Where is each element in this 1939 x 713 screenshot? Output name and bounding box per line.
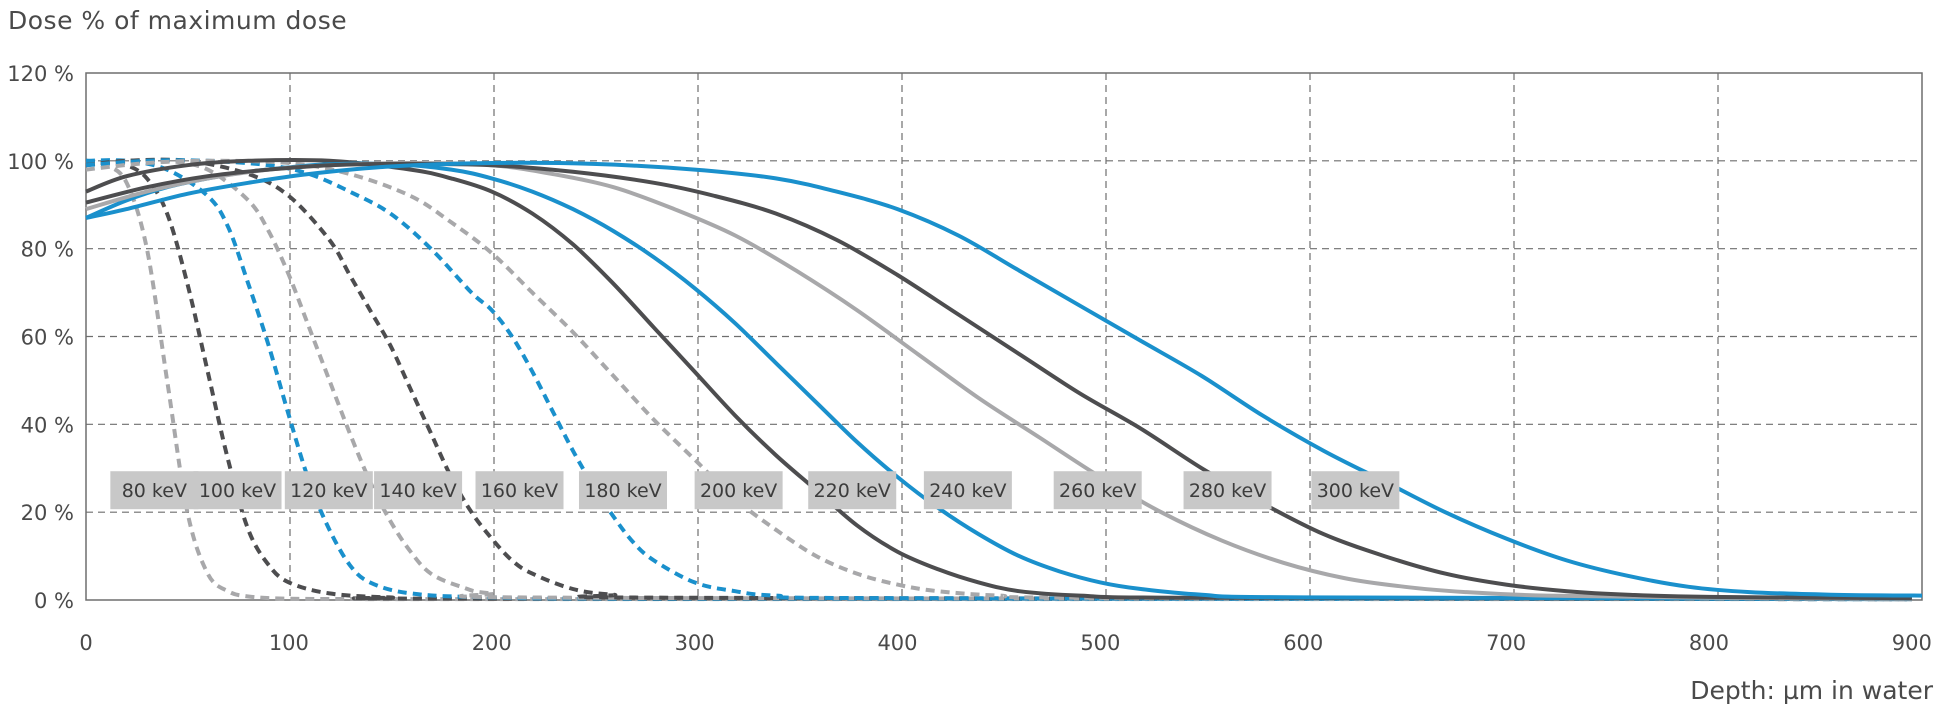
series-line-300-kev [85, 160, 1923, 598]
energy-label-80-kev: 80 keV [110, 471, 199, 510]
series-lines [85, 157, 1923, 602]
energy-label-240-kev: 240 keV [923, 471, 1012, 510]
x-tick-label: 100 [269, 631, 309, 655]
x-tick-label: 600 [1283, 631, 1323, 655]
x-tick-label: 400 [877, 631, 917, 655]
energy-label-text: 300 keV [1317, 480, 1394, 502]
x-tick-label: 200 [472, 631, 512, 655]
x-tick-label: 300 [675, 631, 715, 655]
x-tick-label: 0 [79, 631, 92, 655]
energy-label-text: 240 keV [929, 480, 1006, 502]
series-line-200-kev [85, 158, 1912, 602]
series-line-140-kev [85, 158, 1912, 602]
series-line-80-kev [85, 158, 1912, 602]
energy-label-100-kev: 100 keV [193, 471, 282, 510]
series-line-240-kev [85, 161, 1912, 601]
energy-label-text: 140 keV [379, 480, 456, 502]
energy-label-box [1183, 471, 1272, 510]
energy-label-220-kev: 220 keV [808, 471, 897, 510]
x-tick-labels: 0 100 200 300 400 500 600 700 800 900 [79, 631, 1932, 655]
y-axis-title: Dose % of maximum dose [8, 6, 348, 35]
energy-label-120-kev: 120 keV [284, 471, 373, 510]
series-line-100-kev [85, 158, 1912, 602]
energy-label-box [110, 471, 199, 510]
series-line-160-kev [85, 157, 1912, 602]
energy-label-text: 260 keV [1059, 480, 1136, 502]
energy-label-text: 120 keV [290, 480, 367, 502]
energy-label-box [193, 471, 282, 510]
energy-label-text: 280 keV [1189, 480, 1266, 502]
energy-label-200-kev: 200 keV [694, 471, 783, 510]
energy-label-text: 160 keV [481, 480, 558, 502]
energy-label-box [284, 471, 373, 510]
y-tick-label: 40 % [21, 413, 74, 437]
series-line-220-kev [85, 157, 1912, 601]
energy-label-box [694, 471, 783, 510]
energy-label-160-kev: 160 keV [475, 471, 564, 510]
y-tick-label: 0 % [34, 589, 74, 613]
energy-label-text: 100 keV [199, 480, 276, 502]
grid [85, 72, 1923, 601]
x-tick-label: 800 [1689, 631, 1729, 655]
y-tick-label: 20 % [21, 501, 74, 525]
energy-label-280-kev: 280 keV [1183, 471, 1272, 510]
y-tick-label: 60 % [21, 326, 74, 350]
energy-label-box [374, 471, 463, 510]
energy-label-box [578, 471, 667, 510]
energy-label-text: 80 keV [122, 480, 187, 502]
energy-label-260-kev: 260 keV [1053, 471, 1142, 510]
y-tick-label: 120 % [7, 62, 74, 86]
energy-labels: 80 keV 100 keV 120 keV 140 keV 160 keV 180 ke… [110, 471, 1400, 510]
series-line-180-kev [85, 158, 1912, 602]
x-tick-label: 700 [1486, 631, 1526, 655]
energy-label-box [923, 471, 1012, 510]
series-line-260-kev [85, 161, 1912, 601]
series-line-120-kev [85, 158, 1912, 602]
y-tick-label: 80 % [21, 238, 74, 262]
energy-label-text: 180 keV [584, 480, 661, 502]
x-tick-label: 500 [1080, 631, 1120, 655]
x-tick-label: 900 [1892, 631, 1932, 655]
y-tick-label: 100 % [7, 150, 74, 174]
energy-label-box [1053, 471, 1142, 510]
energy-label-box [808, 471, 897, 510]
energy-label-300-kev: 300 keV [1311, 471, 1400, 510]
energy-label-140-kev: 140 keV [374, 471, 463, 510]
y-tick-labels: 0 % 20 % 40 % 60 % 80 % 100 % 120 % [7, 62, 74, 613]
energy-label-180-kev: 180 keV [578, 471, 667, 510]
x-axis-title: Depth: µm in water [1690, 676, 1933, 705]
energy-label-box [475, 471, 564, 510]
energy-label-text: 220 keV [814, 480, 891, 502]
series-line-280-kev [85, 161, 1912, 601]
energy-label-box [1311, 471, 1400, 510]
energy-label-text: 200 keV [700, 480, 777, 502]
